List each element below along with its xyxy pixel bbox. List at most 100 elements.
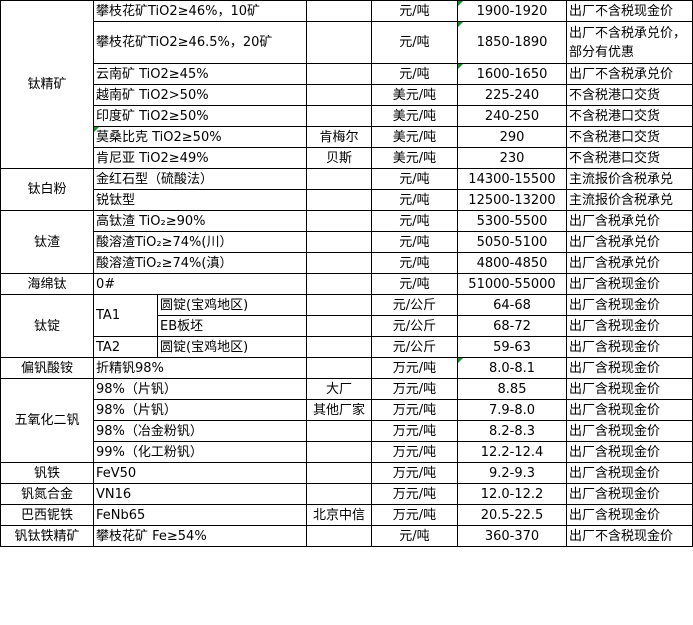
spec-cell: 金红石型（硫酸法） bbox=[93, 168, 307, 190]
spec-cell: 肯尼亚 TiO2≥49% bbox=[93, 147, 307, 169]
spec-cell: EB板坯 bbox=[157, 315, 307, 337]
producer-cell: 肯梅尔 bbox=[306, 126, 372, 148]
spec-cell: 攀枝花矿TiO2≥46%，10矿 bbox=[93, 0, 307, 22]
table-row: 五氧化二钒 98%（片钒） 大厂 万元/吨 8.85 出厂含税现金价 bbox=[0, 378, 693, 463]
producer-cell: 其他厂家 bbox=[306, 399, 372, 421]
price-cell: 12.0-12.2 bbox=[457, 483, 567, 505]
price-cell: 5300-5500 bbox=[457, 210, 567, 232]
note-cell: 出厂含税承兑价 bbox=[566, 231, 693, 253]
producer-cell bbox=[306, 525, 372, 547]
table-row: 98%（片钒） 其他厂家 万元/吨 7.9-8.0 出厂含税现金价 bbox=[1, 399, 693, 421]
price-table-body: 钛精矿 攀枝花矿TiO2≥46%，10矿 元/吨 1900-1920 出厂不含税现金价攀… bbox=[0, 0, 693, 547]
category-cell: 海绵钛 bbox=[0, 273, 94, 295]
note-cell: 出厂含税现金价 bbox=[566, 399, 693, 421]
table-row: 98%（冶金粉钒） 万元/吨 8.2-8.3 出厂含税现金价 bbox=[1, 420, 693, 442]
note-cell: 不含税港口交货 bbox=[566, 126, 693, 148]
spec-cell: 0# bbox=[93, 273, 307, 295]
producer-cell bbox=[306, 483, 372, 505]
unit-cell: 元/吨 bbox=[371, 231, 458, 253]
price-cell: 8.2-8.3 bbox=[457, 420, 567, 442]
unit-cell: 元/吨 bbox=[371, 252, 458, 274]
table-row: 印度矿 TiO2≥50% 美元/吨 240-250 不含税港口交货 bbox=[1, 105, 693, 127]
producer-cell bbox=[306, 441, 372, 463]
unit-cell: 万元/吨 bbox=[371, 483, 458, 505]
grade-cell: TA1 bbox=[93, 294, 158, 337]
table-row: 偏钒酸铵 折精钒98% 万元/吨 8.0-8.1 出厂含税现金价 bbox=[0, 357, 693, 379]
spec-cell: 高钛渣 TiO₂≥90% bbox=[93, 210, 307, 232]
category-cell: 钛锭 bbox=[0, 294, 94, 358]
note-cell: 不含税港口交货 bbox=[566, 147, 693, 169]
category-cell: 五氧化二钒 bbox=[0, 378, 94, 463]
note-cell: 出厂含税现金价 bbox=[566, 315, 693, 337]
table-row: 钛白粉 金红石型（硫酸法） 元/吨 14300-15500 主流报价含税承兑 bbox=[0, 168, 693, 211]
unit-cell: 元/吨 bbox=[371, 273, 458, 295]
category-cell: 钛渣 bbox=[0, 210, 94, 274]
producer-cell bbox=[306, 231, 372, 253]
unit-cell: 万元/吨 bbox=[371, 420, 458, 442]
unit-cell: 元/公斤 bbox=[371, 315, 458, 337]
spec-cell: FeNb65 bbox=[93, 504, 307, 526]
spec-cell: 98%（片钒） bbox=[93, 378, 307, 400]
note-cell: 出厂含税现金价 bbox=[566, 357, 693, 379]
producer-cell bbox=[306, 273, 372, 295]
producer-cell bbox=[306, 63, 372, 85]
producer-cell: 大厂 bbox=[306, 378, 372, 400]
note-cell: 主流报价含税承兑 bbox=[566, 189, 693, 211]
spec-cell: 99%（化工粉钒） bbox=[93, 441, 307, 463]
spec-cell: 锐钛型 bbox=[93, 189, 307, 211]
producer-cell bbox=[306, 315, 372, 337]
grade-cell: TA2 bbox=[93, 336, 158, 358]
note-cell: 出厂含税承兑价 bbox=[566, 210, 693, 232]
price-cell: 14300-15500 bbox=[457, 168, 567, 190]
price-cell: 230 bbox=[457, 147, 567, 169]
price-cell: 20.5-22.5 bbox=[457, 504, 567, 526]
price-cell: 8.85 bbox=[457, 378, 567, 400]
note-cell: 出厂含税现金价 bbox=[566, 273, 693, 295]
unit-cell: 万元/吨 bbox=[371, 504, 458, 526]
producer-cell bbox=[306, 21, 372, 64]
unit-cell: 元/吨 bbox=[371, 189, 458, 211]
spec-cell: 莫桑比克 TiO2≥50% bbox=[93, 126, 307, 148]
unit-cell: 万元/吨 bbox=[371, 462, 458, 484]
category-cell: 钒钛铁精矿 bbox=[0, 525, 94, 547]
price-cell: 7.9-8.0 bbox=[457, 399, 567, 421]
unit-cell: 元/公斤 bbox=[371, 294, 458, 316]
note-cell: 出厂含税现金价 bbox=[566, 483, 693, 505]
category-cell: 钒氮合金 bbox=[0, 483, 94, 505]
note-cell: 出厂含税现金价 bbox=[566, 336, 693, 358]
note-cell: 出厂含税现金价 bbox=[566, 504, 693, 526]
producer-cell bbox=[306, 168, 372, 190]
spec-cell: 98%（冶金粉钒） bbox=[93, 420, 307, 442]
price-cell: 64-68 bbox=[457, 294, 567, 316]
spec-cell: FeV50 bbox=[93, 462, 307, 484]
table-row: 钒钛铁精矿 攀枝花矿 Fe≥54% 元/吨 360-370 出厂不含税现金价 bbox=[0, 525, 693, 547]
note-cell: 出厂不含税承兑价，部分有优惠 bbox=[566, 21, 693, 64]
table-row: 酸溶渣TiO₂≥74%(川） 元/吨 5050-5100 出厂含税承兑价 bbox=[1, 231, 693, 253]
price-cell: 1900-1920 bbox=[457, 0, 567, 22]
price-cell: 68-72 bbox=[457, 315, 567, 337]
unit-cell: 元/吨 bbox=[371, 168, 458, 190]
table-row: 越南矿 TiO2>50% 美元/吨 225-240 不含税港口交货 bbox=[1, 84, 693, 106]
unit-cell: 万元/吨 bbox=[371, 399, 458, 421]
unit-cell: 万元/吨 bbox=[371, 357, 458, 379]
category-cell: 偏钒酸铵 bbox=[0, 357, 94, 379]
producer-cell bbox=[306, 105, 372, 127]
spec-cell: 酸溶渣TiO₂≥74%(川） bbox=[93, 231, 307, 253]
price-cell: 360-370 bbox=[457, 525, 567, 547]
note-cell: 出厂不含税现金价 bbox=[566, 0, 693, 22]
producer-cell bbox=[306, 0, 372, 22]
note-cell: 不含税港口交货 bbox=[566, 105, 693, 127]
note-cell: 出厂不含税承兑价 bbox=[566, 63, 693, 85]
price-cell: 290 bbox=[457, 126, 567, 148]
unit-cell: 万元/吨 bbox=[371, 378, 458, 400]
spec-cell: 折精钒98% bbox=[93, 357, 307, 379]
table-row: 锐钛型 元/吨 12500-13200 主流报价含税承兑 bbox=[1, 189, 693, 211]
category-cell: 钛精矿 bbox=[0, 0, 94, 169]
spec-cell: VN16 bbox=[93, 483, 307, 505]
unit-cell: 元/吨 bbox=[371, 525, 458, 547]
price-cell: 51000-55000 bbox=[457, 273, 567, 295]
price-cell: 1850-1890 bbox=[457, 21, 567, 64]
table-row: 肯尼亚 TiO2≥49% 贝斯 美元/吨 230 不含税港口交货 bbox=[1, 147, 693, 169]
unit-cell: 元/吨 bbox=[371, 21, 458, 64]
note-cell: 出厂含税现金价 bbox=[566, 462, 693, 484]
